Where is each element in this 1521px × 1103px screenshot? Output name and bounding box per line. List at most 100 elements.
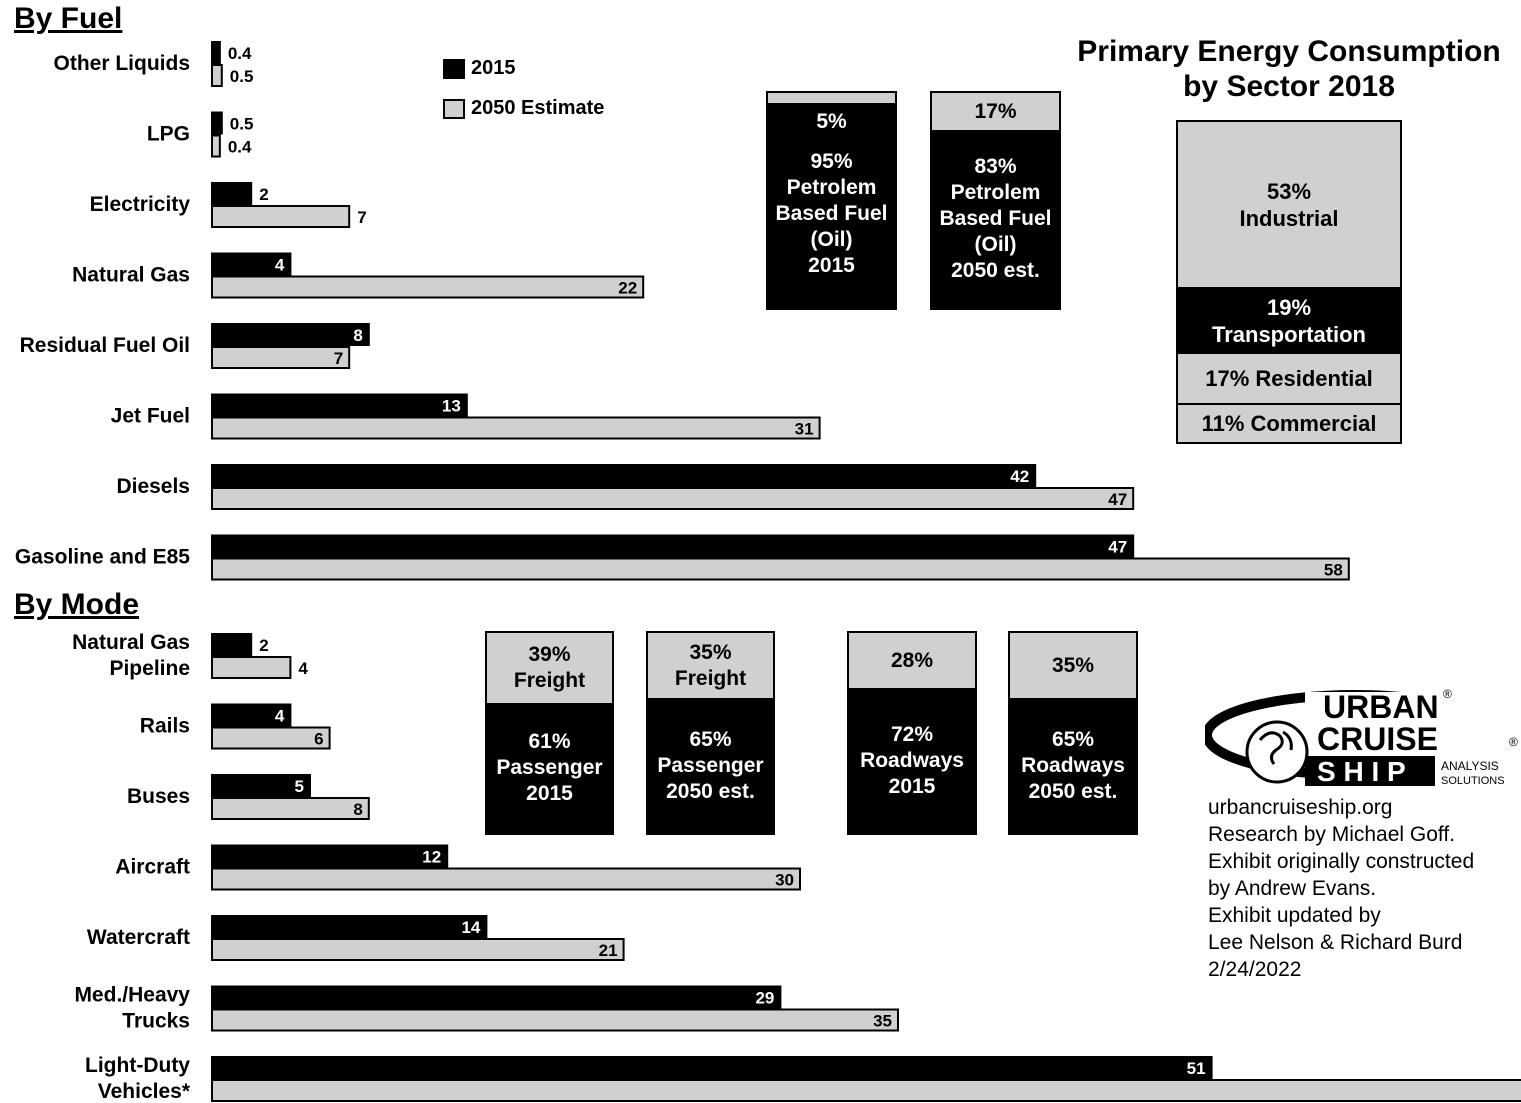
mode-share-bottom: 61% Passenger 2015 xyxy=(487,703,612,833)
bar-value-label-2050: 31 xyxy=(795,420,814,439)
bar-2050 xyxy=(211,487,1135,510)
fuel-share-box-2050: 17% 83% Petrolem Based Fuel (Oil) 2050 e… xyxy=(930,91,1061,310)
bar-value-label-2050: 7 xyxy=(334,349,343,368)
mode-share-bottom: 65% Roadways 2050 est. xyxy=(1010,698,1136,833)
fuel-share-top-2050: 17% xyxy=(932,93,1059,132)
sector-industrial: 53% Industrial xyxy=(1178,122,1400,289)
mode-share-top: 39% Freight xyxy=(487,633,612,703)
bar-value-label-2015: 51 xyxy=(1187,1059,1206,1078)
category-label: Natural Gas xyxy=(72,631,190,654)
bar-2015 xyxy=(211,633,253,656)
fuel-share-line: 2050 est. xyxy=(951,259,1040,282)
bar-2050 xyxy=(211,346,351,369)
bar-2015 xyxy=(211,703,292,727)
credits: urbancruiseship.org Research by Michael … xyxy=(1208,794,1474,983)
bar-value-label-2015: 13 xyxy=(442,397,461,416)
category-label: Trucks xyxy=(122,1010,190,1033)
mode-share-bottom: 65% Passenger 2050 est. xyxy=(648,698,773,833)
category-label: Aircraft xyxy=(115,856,190,879)
fuel-share-line: Petrolem xyxy=(786,176,877,199)
category-label: Watercraft xyxy=(87,926,190,949)
mode-share-line: 35% xyxy=(1051,653,1095,677)
category-label: Residual Fuel Oil xyxy=(20,334,190,357)
credits-date: 2/24/2022 xyxy=(1208,958,1302,981)
bar-2050 xyxy=(211,1079,1521,1102)
category-label: Diesels xyxy=(116,475,190,498)
logo-text-ship: S H I P xyxy=(1317,756,1406,787)
sector-stacked-box: 53% Industrial 19% Transportation 17% Re… xyxy=(1176,120,1402,444)
bar-value-label-2015: 4 xyxy=(275,707,285,726)
logo-registered-mark: ® xyxy=(1443,687,1452,701)
mode-share-line: Roadways xyxy=(860,749,964,772)
sector-industrial-pct: 53% xyxy=(1266,178,1312,204)
bar-value-label-2050: 22 xyxy=(618,279,637,298)
credits-website: urbancruiseship.org xyxy=(1208,796,1393,819)
bar-2015 xyxy=(211,844,449,868)
category-label: Buses xyxy=(127,785,190,808)
bar-value-label-2015: 8 xyxy=(353,326,362,345)
bar-value-label-2050: 58 xyxy=(1324,561,1343,580)
mode-share-line: Passenger xyxy=(496,756,603,779)
mode-share-line: Freight xyxy=(674,666,747,690)
bar-2050 xyxy=(211,726,331,750)
credits-line: Exhibit updated by xyxy=(1208,904,1381,927)
mode-share-bottom: 72% Roadways 2015 xyxy=(849,688,975,833)
bar-value-label-2050: 6 xyxy=(314,730,323,749)
bar-value-label-2050: 47 xyxy=(1108,490,1127,509)
fuel-share-line: (Oil) xyxy=(974,233,1017,256)
bar-value-label-2015: 14 xyxy=(461,918,480,937)
mode-share-line: 65% xyxy=(1051,727,1095,751)
bar-value-label-2050: 4 xyxy=(298,659,308,678)
mode-share-top: 28% xyxy=(849,633,975,688)
category-label: Other Liquids xyxy=(54,52,191,75)
fuel-share-top-label-2015: 5% xyxy=(816,110,847,133)
mode-section-title: By Mode xyxy=(14,588,140,621)
fuel-share-line: 95% xyxy=(810,150,853,173)
urban-cruise-ship-logo: URBAN CRUISE S H I P ANALYSIS SOLUTIONS … xyxy=(1205,687,1518,788)
fuel-share-top-2015 xyxy=(768,93,895,105)
credits-line: Research by Michael Goff. xyxy=(1208,823,1456,846)
category-label: Light-Duty xyxy=(85,1054,190,1077)
sector-residential: 17% Residential xyxy=(1178,354,1400,405)
credits-line: Lee Nelson & Richard Burd xyxy=(1208,931,1463,954)
logo-text-urban: URBAN xyxy=(1323,689,1439,725)
category-label: Natural Gas xyxy=(72,264,190,287)
sector-residential-label: 17% Residential xyxy=(1205,366,1373,391)
bar-2050 xyxy=(211,134,221,158)
bar-value-label-2015: 47 xyxy=(1108,538,1127,557)
bar-2015 xyxy=(211,985,782,1009)
bar-2050 xyxy=(211,416,821,440)
mode-share-line: 2050 est. xyxy=(1028,779,1118,803)
mode-share-box-passenger-2015: 39% Freight 61% Passenger 2015 xyxy=(485,631,614,835)
credits-line: by Andrew Evans. xyxy=(1208,877,1377,900)
bar-2015 xyxy=(211,111,223,135)
bar-value-label-2050: 30 xyxy=(775,871,794,890)
bar-value-label-2050: 21 xyxy=(599,941,618,960)
bar-2015 xyxy=(211,182,253,205)
sector-title-line2: by Sector 2018 xyxy=(1183,70,1395,103)
fuel-section-title: By Fuel xyxy=(14,2,123,35)
bar-value-label-2050: 0.5 xyxy=(230,67,254,86)
bar-2015 xyxy=(211,464,1037,487)
fuel-share-line: Based Fuel xyxy=(775,202,888,225)
bar-2015 xyxy=(211,252,292,276)
bar-value-label-2050: 8 xyxy=(353,800,362,819)
bar-value-label-2015: 42 xyxy=(1010,467,1029,486)
mode-share-line: Roadways xyxy=(1021,753,1125,777)
fuel-share-box-2015: 5% 95% Petrolem Based Fuel (Oil) 2015 xyxy=(766,91,897,310)
fuel-share-line: 83% xyxy=(974,155,1017,178)
category-label: Electricity xyxy=(90,193,191,216)
mode-share-line: 39% xyxy=(528,643,571,666)
bar-2050 xyxy=(211,205,351,228)
bar-2015 xyxy=(211,323,370,346)
legend-swatch-2050 xyxy=(443,98,465,119)
category-label: Gasoline and E85 xyxy=(15,546,190,569)
mode-share-line: 28% xyxy=(890,648,934,672)
bar-2050 xyxy=(211,938,625,961)
legend-item-2015: 2015 xyxy=(443,57,516,80)
bar-2015 xyxy=(211,774,311,797)
sector-transportation: 19% Transportation xyxy=(1178,289,1400,354)
category-label: LPG xyxy=(147,123,190,146)
bar-2015 xyxy=(211,915,488,938)
mode-share-line: 65% xyxy=(689,727,732,751)
